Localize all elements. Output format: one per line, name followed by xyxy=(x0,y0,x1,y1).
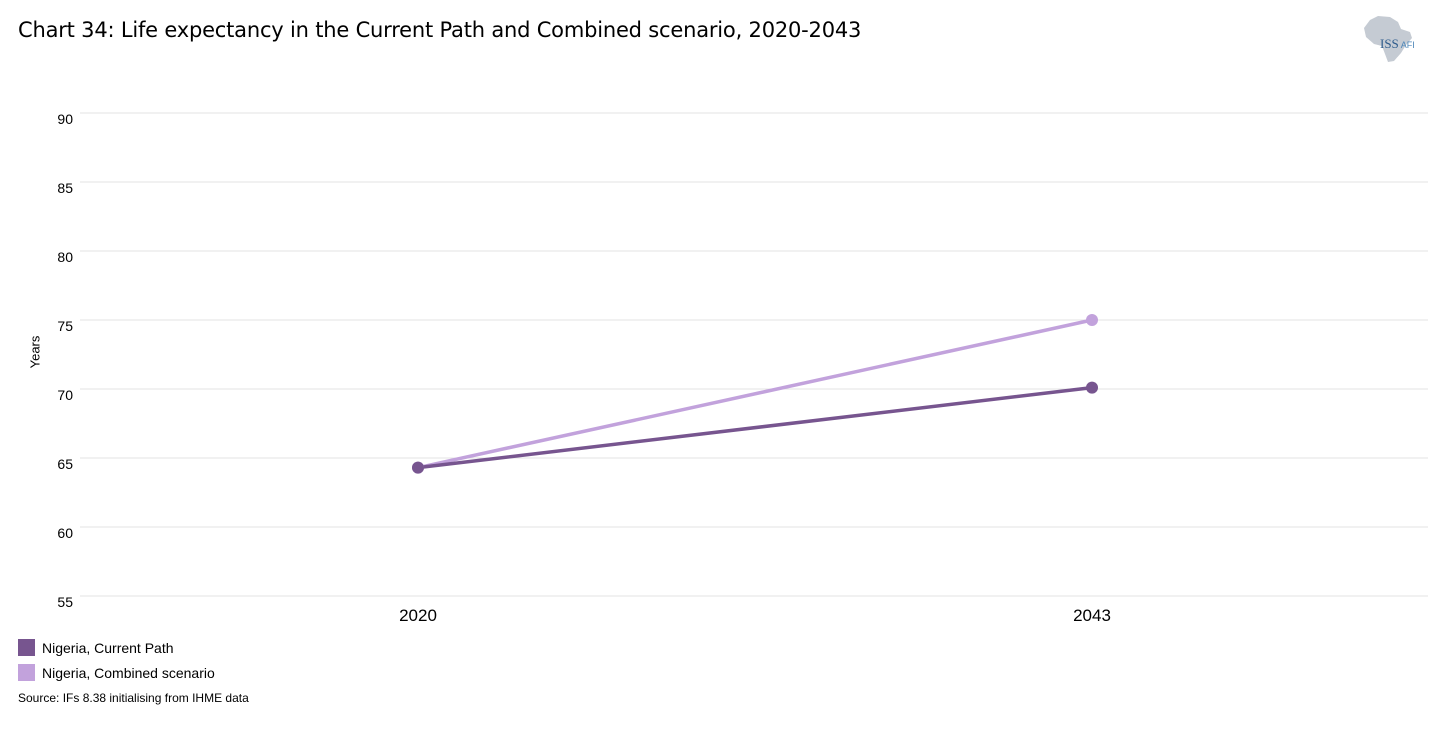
series-1-point-2043 xyxy=(1086,314,1098,326)
legend-swatch-current-path xyxy=(18,639,35,656)
source-note: Source: IFs 8.38 initialising from IHME … xyxy=(18,691,249,705)
legend-swatch-combined-scenario xyxy=(18,664,35,681)
series-line-0 xyxy=(416,385,1094,470)
logo-main-text: ISS xyxy=(1380,36,1399,51)
legend-item-combined-scenario: Nigeria, Combined scenario xyxy=(18,660,215,685)
legend: Nigeria, Current Path Nigeria, Combined … xyxy=(18,635,215,685)
y-tick-label-60: 60 xyxy=(57,525,73,541)
y-tick-label-55: 55 xyxy=(57,594,73,610)
y-tick-label-85: 85 xyxy=(57,180,73,196)
series-line-1 xyxy=(416,318,1094,470)
series-0-point-2043 xyxy=(1086,381,1098,394)
legend-label-combined-scenario: Nigeria, Combined scenario xyxy=(42,664,215,681)
y-tick-label-90: 90 xyxy=(57,111,73,127)
y-tick-label-65: 65 xyxy=(57,456,73,472)
iss-afi-logo: ISS AFI xyxy=(1360,12,1422,66)
x-tick-label-2043: 2043 xyxy=(1073,606,1111,625)
y-tick-label-80: 80 xyxy=(57,249,73,265)
y-tick-label-70: 70 xyxy=(57,387,73,403)
legend-label-current-path: Nigeria, Current Path xyxy=(42,639,174,656)
y-tick-label-75: 75 xyxy=(57,318,73,334)
series-0-point-2020 xyxy=(412,461,424,474)
legend-item-current-path: Nigeria, Current Path xyxy=(18,635,215,660)
chart-title: Chart 34: Life expectancy in the Current… xyxy=(18,18,862,42)
logo-sub-text: AFI xyxy=(1400,40,1415,50)
africa-map-icon xyxy=(1364,16,1412,62)
x-tick-label-2020: 2020 xyxy=(399,606,437,625)
